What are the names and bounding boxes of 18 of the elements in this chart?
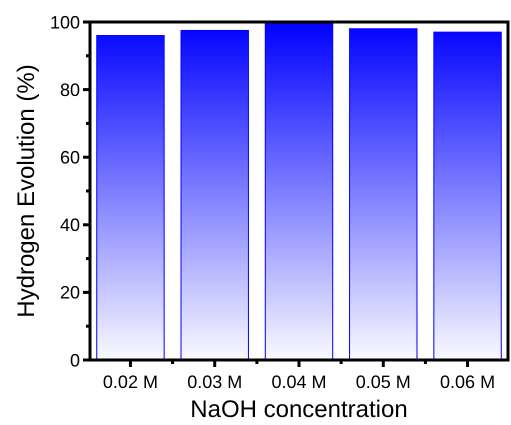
x-tick-label: 0.02 M [102,372,158,392]
bar [96,35,165,360]
y-tick-label: 100 [50,12,80,32]
x-tick-label: 0.03 M [187,372,242,392]
y-tick-label: 0 [70,350,80,370]
bar [180,30,249,360]
bar [349,28,418,360]
x-axis-title: NaOH concentration [190,396,408,423]
y-tick-label: 20 [60,282,80,303]
y-axis-title: Hydrogen Evolution (%) [13,64,40,318]
y-tick-label: 60 [60,148,80,168]
bar [264,22,334,360]
x-tick-label: 0.05 M [356,372,411,392]
y-tick-label: 40 [60,215,80,236]
y-tick-label: 80 [60,80,80,100]
bar [433,32,502,360]
x-tick-label: 0.06 M [440,372,496,392]
x-tick-label: 0.04 M [271,372,327,392]
